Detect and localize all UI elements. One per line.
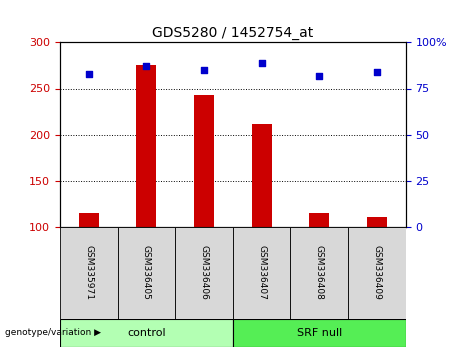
Bar: [252, 124, 272, 227]
Text: GSM336405: GSM336405: [142, 245, 151, 300]
Bar: [79, 213, 99, 227]
Point: [200, 67, 207, 73]
Bar: [136, 65, 156, 227]
Bar: [175, 227, 233, 319]
Bar: [348, 227, 406, 319]
Bar: [233, 227, 290, 319]
Bar: [233, 319, 406, 347]
Bar: [194, 95, 214, 227]
Bar: [118, 227, 175, 319]
Bar: [60, 227, 118, 319]
Point: [373, 69, 381, 75]
Point: [85, 71, 92, 76]
Text: GSM336407: GSM336407: [257, 245, 266, 300]
Bar: [290, 227, 348, 319]
Bar: [60, 319, 233, 347]
Text: GSM335971: GSM335971: [84, 245, 93, 300]
Text: SRF null: SRF null: [296, 328, 342, 338]
Bar: [309, 213, 329, 227]
Point: [315, 73, 323, 79]
Text: genotype/variation ▶: genotype/variation ▶: [5, 328, 100, 337]
Text: GSM336406: GSM336406: [200, 245, 208, 300]
Text: GSM336408: GSM336408: [315, 245, 324, 300]
Point: [258, 60, 266, 65]
Text: GSM336409: GSM336409: [372, 245, 381, 300]
Title: GDS5280 / 1452754_at: GDS5280 / 1452754_at: [152, 26, 313, 40]
Text: control: control: [127, 328, 165, 338]
Point: [142, 64, 150, 69]
Bar: [367, 217, 387, 227]
